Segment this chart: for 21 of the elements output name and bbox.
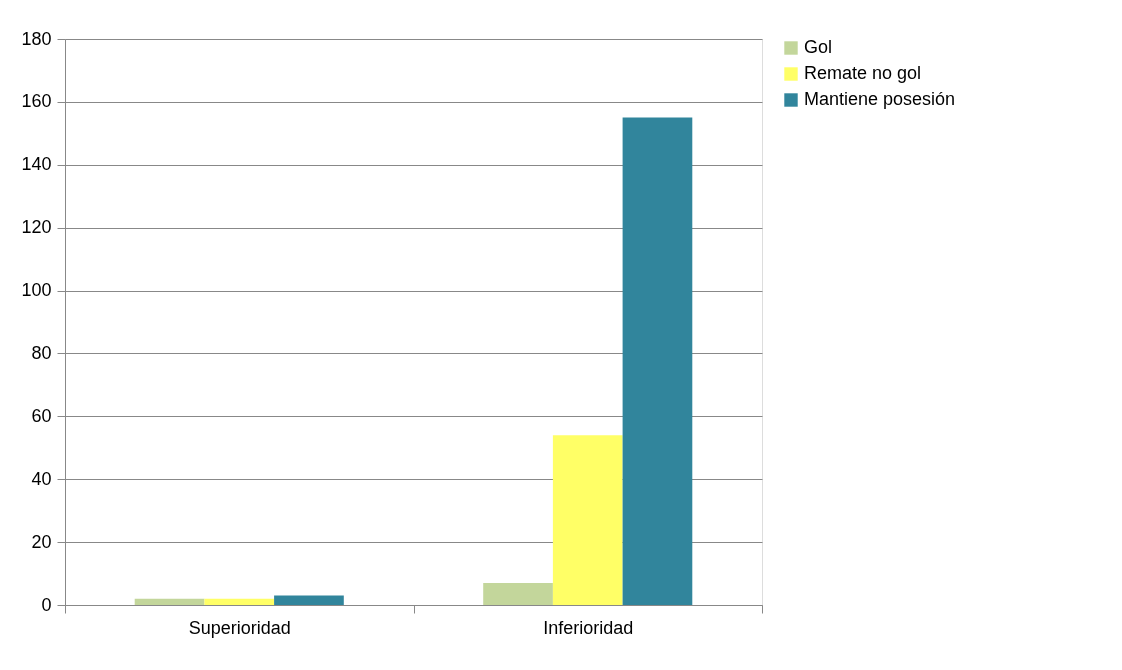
- y-tick-label: 100: [21, 280, 52, 301]
- y-tick-label: 40: [31, 468, 52, 489]
- bar: [622, 117, 693, 605]
- legend-label: Remate no gol: [804, 63, 922, 83]
- bar: [552, 435, 623, 605]
- legend-label: Gol: [804, 37, 833, 57]
- bar: [204, 598, 275, 605]
- y-tick-label: 180: [21, 28, 52, 49]
- y-tick-label: 140: [21, 154, 52, 175]
- x-tick-label: Superioridad: [188, 617, 291, 638]
- bar: [483, 582, 553, 605]
- y-tick-label: 0: [41, 594, 52, 615]
- bar: [134, 598, 205, 605]
- y-tick-label: 80: [31, 342, 52, 363]
- x-tick-label: Inferioridad: [543, 617, 634, 638]
- legend-label: Mantiene posesión: [804, 89, 956, 109]
- bar: [274, 595, 344, 605]
- y-tick-label: 60: [31, 405, 52, 426]
- y-tick-label: 120: [21, 217, 52, 238]
- y-tick-label: 20: [31, 531, 52, 552]
- y-tick-label: 160: [21, 91, 52, 112]
